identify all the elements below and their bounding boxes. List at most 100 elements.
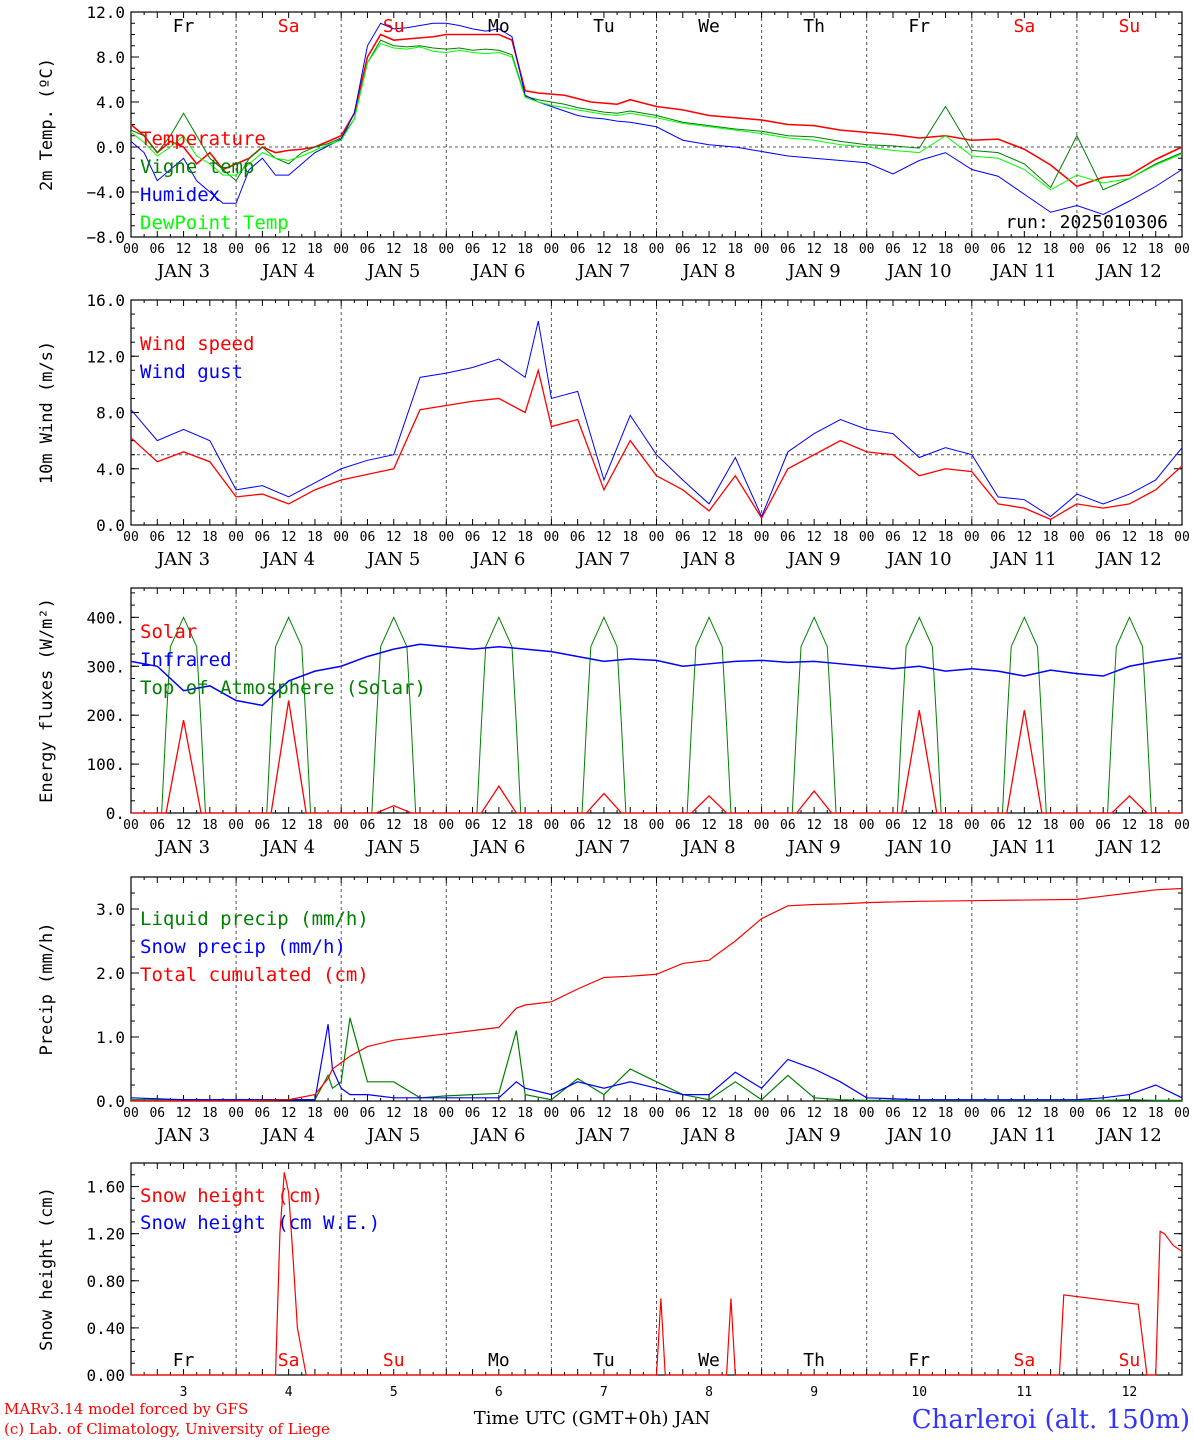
x-tick-label: 12 [281, 1106, 297, 1121]
day-label: Fr [173, 16, 195, 37]
y-tick-label: 0.0 [96, 1092, 125, 1111]
x-tick-label: 18 [1043, 242, 1059, 257]
day-label: Mo [488, 1350, 510, 1371]
day-number: 3 [180, 1385, 188, 1400]
x-tick-label: 18 [727, 242, 743, 257]
x-tick-label: 00 [228, 1106, 244, 1121]
x-tick-label: 12 [911, 1106, 927, 1121]
x-tick-label: 18 [833, 242, 849, 257]
x-tick-label: 00 [754, 242, 770, 257]
date-label: JAN 11 [990, 261, 1057, 282]
date-label: JAN 10 [885, 837, 952, 858]
y-axis-label: Energy fluxes (W/m²) [37, 598, 57, 803]
x-tick-label: 12 [911, 818, 927, 833]
lab-credit: (c) Lab. of Climatology, University of L… [4, 1420, 330, 1438]
date-label: JAN 11 [990, 549, 1057, 570]
x-tick-label: 06 [885, 818, 901, 833]
plot-frame [130, 11, 1183, 238]
x-tick-label: 18 [622, 1106, 638, 1121]
x-tick-label: 12 [386, 530, 402, 545]
x-tick-label: 06 [465, 1106, 481, 1121]
y-tick-label: 0.00 [86, 1366, 125, 1385]
legend-entry: Snow height (cm) [140, 1185, 323, 1207]
x-tick-label: 00 [1174, 530, 1190, 545]
legend-entry: Liquid precip (mm/h) [140, 908, 369, 930]
x-tick-label: 00 [333, 818, 349, 833]
panel-2: 0.0 4.0 8.0 12.0 16.0 10m Wind (m/s) 00 06 12 18 0… [37, 291, 1190, 570]
date-label: JAN 7 [575, 549, 630, 570]
date-label: JAN 11 [990, 1125, 1057, 1146]
x-tick-label: 18 [1043, 530, 1059, 545]
x-tick-label: 06 [1095, 1106, 1111, 1121]
x-tick-label: 06 [570, 818, 586, 833]
x-tick-label: 00 [438, 242, 454, 257]
x-tick-label: 00 [859, 818, 875, 833]
x-tick-label: 00 [859, 530, 875, 545]
x-tick-label: 06 [255, 1106, 271, 1121]
panel-1: −8.0 −4.0 0.0 4.0 8.0 12.0 2m Temp. (ºC) 00 06 12… [37, 3, 1190, 282]
panel-4: 0.0 1.0 2.0 3.0 Precip (mm/h) 00 06 12 18 00 06 12 1… [37, 876, 1190, 1146]
x-tick-label: 06 [255, 242, 271, 257]
x-tick-label: 18 [412, 818, 428, 833]
x-tick-label: 06 [149, 242, 165, 257]
legend-entry: Solar [140, 621, 197, 643]
x-tick-label: 06 [360, 1106, 376, 1121]
day-label: Fr [908, 1350, 930, 1371]
x-tick-label: 06 [1095, 818, 1111, 833]
legend-entry: Snow precip (mm/h) [140, 936, 346, 958]
y-tick-label: 0. [106, 804, 125, 823]
legend-entry: Snow height (cm W.E.) [140, 1212, 380, 1234]
x-tick-label: 00 [438, 818, 454, 833]
date-label: JAN 6 [470, 261, 525, 282]
x-tick-label: 18 [1148, 530, 1164, 545]
legend-entry: Vigne temp [140, 156, 254, 178]
y-tick-label: −8.0 [86, 228, 125, 247]
legend-entry: Temperature [140, 128, 266, 150]
day-label: Sa [1014, 16, 1036, 37]
y-tick-label: 1.20 [86, 1225, 125, 1244]
x-tick-label: 18 [833, 1106, 849, 1121]
date-label: JAN 8 [680, 1125, 735, 1146]
series-wind-speed [130, 367, 1183, 521]
x-tick-label: 18 [202, 818, 218, 833]
day-number: 9 [810, 1385, 818, 1400]
x-tick-label: 18 [622, 818, 638, 833]
panel-3: 0. 100. 200. 300. 400. Energy fluxes (W/m²) 00… [37, 587, 1190, 858]
date-label: JAN 5 [365, 837, 420, 858]
x-tick-label: 06 [780, 530, 796, 545]
date-label: JAN 9 [786, 549, 841, 570]
x-tick-label: 00 [123, 1106, 139, 1121]
x-tick-label: 06 [885, 242, 901, 257]
x-tick-label: 18 [412, 242, 428, 257]
x-tick-label: 00 [1174, 242, 1190, 257]
x-tick-label: 00 [228, 818, 244, 833]
x-tick-label: 00 [1069, 242, 1085, 257]
x-tick-label: 18 [833, 530, 849, 545]
legend-entry: Top of Atmosphere (Solar) [140, 677, 426, 699]
series-dewpoint-temp [130, 42, 1183, 191]
x-tick-label: 00 [544, 242, 560, 257]
date-label: JAN 6 [470, 1125, 525, 1146]
x-tick-label: 00 [964, 242, 980, 257]
x-tick-label: 06 [780, 1106, 796, 1121]
station-label: Charleroi (alt. 150m) [912, 1405, 1190, 1435]
x-tick-label: 12 [596, 242, 612, 257]
x-tick-label: 18 [307, 530, 323, 545]
x-tick-label: 00 [544, 818, 560, 833]
x-tick-label: 00 [859, 1106, 875, 1121]
day-label: Su [383, 16, 405, 37]
y-axis-label: 2m Temp. (ºC) [37, 58, 57, 191]
x-tick-label: 12 [701, 530, 717, 545]
x-tick-label: 12 [806, 530, 822, 545]
x-tick-label: 06 [675, 818, 691, 833]
x-tick-label: 18 [202, 530, 218, 545]
x-tick-label: 12 [176, 1106, 192, 1121]
date-label: JAN 8 [680, 837, 735, 858]
x-tick-label: 00 [859, 242, 875, 257]
x-tick-label: 00 [964, 1106, 980, 1121]
x-tick-label: 18 [517, 242, 533, 257]
x-tick-label: 18 [307, 818, 323, 833]
date-label: JAN 7 [575, 261, 630, 282]
x-tick-label: 12 [1017, 242, 1033, 257]
x-tick-label: 06 [990, 242, 1006, 257]
